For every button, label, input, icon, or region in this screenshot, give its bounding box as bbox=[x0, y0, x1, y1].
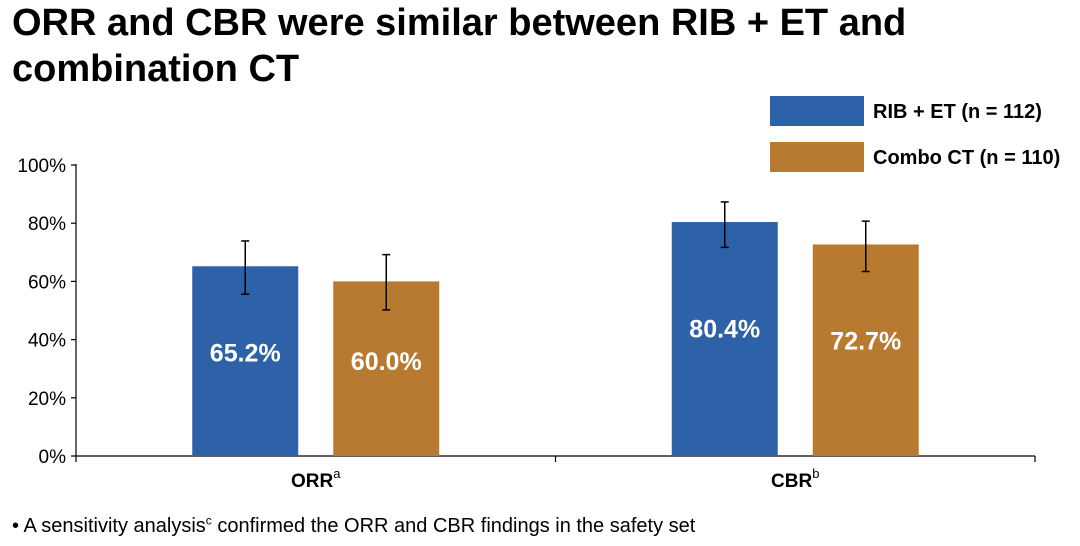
chart-error-bars bbox=[241, 201, 870, 311]
y-tick-label: 60% bbox=[28, 272, 66, 293]
bar-value-label: 80.4% bbox=[689, 315, 760, 343]
footnote-text-end: confirmed the ORR and CBR findings in th… bbox=[211, 515, 696, 537]
legend-label-1: RIB + ET (n = 112) bbox=[873, 101, 1042, 123]
legend-swatch-2 bbox=[770, 142, 864, 172]
bar-cbr-series-1 bbox=[671, 222, 778, 456]
bar-cbr-series-2 bbox=[812, 244, 919, 456]
footnote: • A sensitivity analysisc confirmed the … bbox=[12, 513, 695, 539]
bar-value-label: 65.2% bbox=[210, 340, 281, 368]
chart-axes: 0% 20% 40% 60% 80% 100% ORRa CBRb bbox=[17, 156, 1036, 492]
y-tick-label: 20% bbox=[28, 389, 66, 410]
y-tick-label: 0% bbox=[39, 447, 67, 468]
y-tick-label: 100% bbox=[17, 156, 66, 177]
x-category-label: CBRb bbox=[771, 466, 819, 492]
x-category-label: ORRa bbox=[291, 466, 341, 492]
bar-orr-series-1 bbox=[192, 266, 299, 456]
footnote-superscript: c bbox=[205, 513, 212, 528]
y-tick-label: 80% bbox=[28, 214, 66, 235]
y-tick-label: 40% bbox=[28, 331, 66, 352]
chart-bars bbox=[192, 222, 919, 456]
bar-value-label: 60.0% bbox=[351, 348, 422, 376]
page-title: ORR and CBR were similar between RIB + E… bbox=[12, 0, 1072, 92]
footnote-text-start: A sensitivity analysis bbox=[23, 515, 206, 537]
footnote-bullet: • bbox=[12, 515, 20, 537]
title-line-1: ORR and CBR were similar between RIB + E… bbox=[12, 2, 907, 44]
chart-legend: RIB + ET (n = 112) Combo CT (n = 110) bbox=[770, 96, 1060, 172]
bar-value-label: 72.7% bbox=[830, 328, 901, 356]
legend-swatch-1 bbox=[770, 96, 864, 126]
legend-label-2: Combo CT (n = 110) bbox=[873, 147, 1060, 169]
title-line-2: combination CT bbox=[12, 48, 300, 90]
chart-value-labels: 65.2% 60.0% 80.4% 72.7% bbox=[210, 315, 901, 376]
